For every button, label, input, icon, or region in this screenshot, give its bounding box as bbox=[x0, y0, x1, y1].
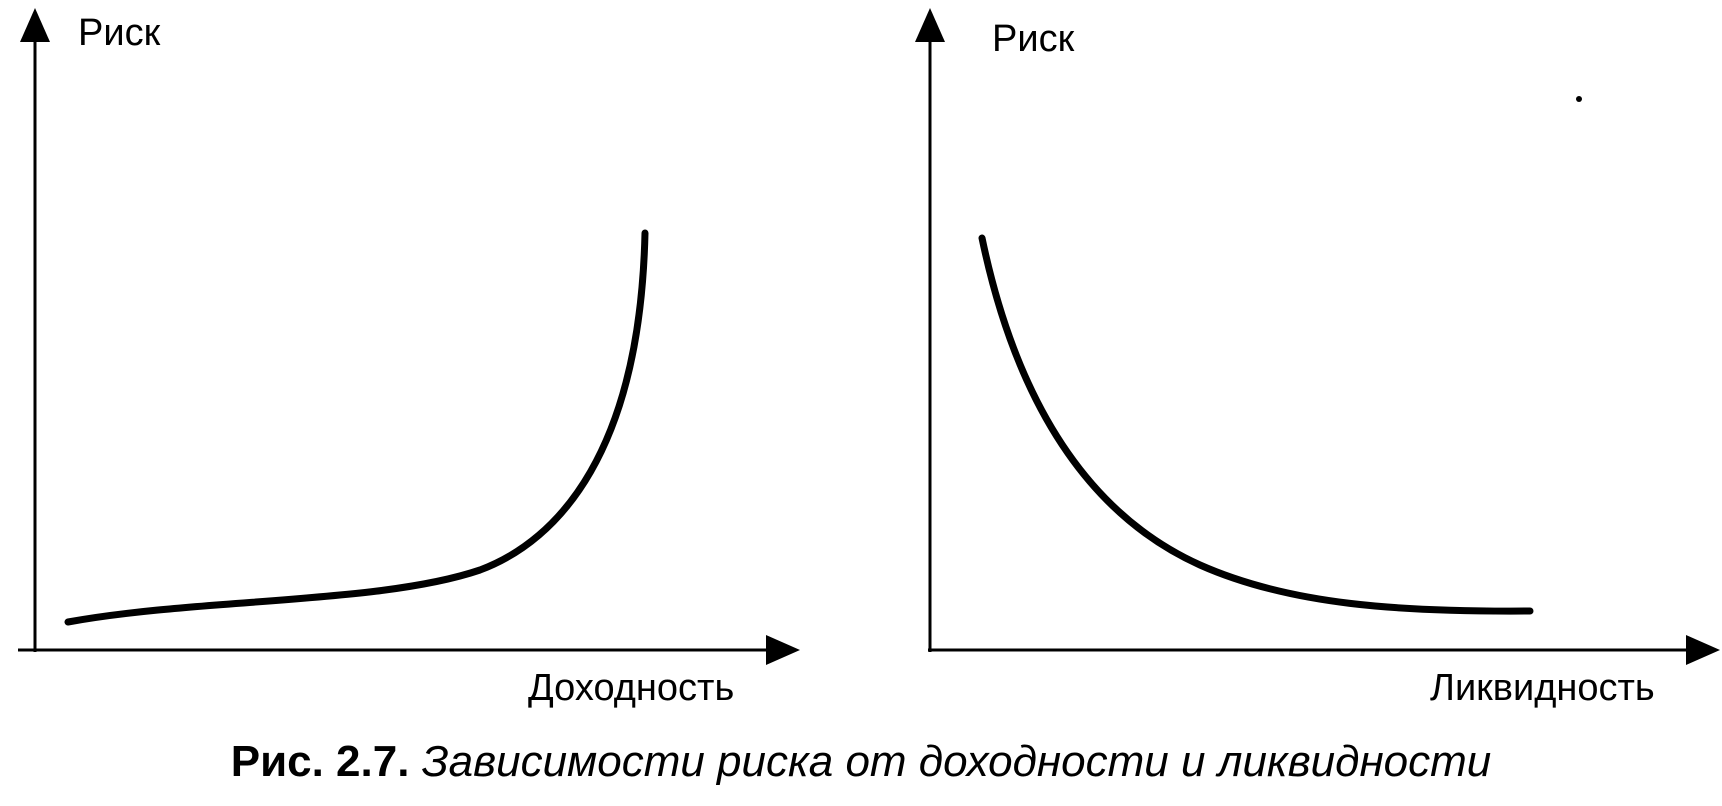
panel-left bbox=[18, 8, 800, 665]
left-x-axis-label: Доходность bbox=[528, 667, 735, 709]
left-y-axis-label: Риск bbox=[78, 12, 161, 54]
figure-number: Рис. 2.7. bbox=[230, 737, 410, 786]
panel-right bbox=[915, 8, 1720, 665]
right-y-axis-arrow bbox=[915, 8, 945, 42]
right-x-axis-label: Ликвидность bbox=[1430, 667, 1655, 709]
right-x-axis-arrow bbox=[1686, 635, 1720, 665]
right-risk-curve bbox=[978, 234, 1534, 615]
left-risk-curve bbox=[64, 229, 649, 626]
left-x-axis-arrow bbox=[766, 635, 800, 665]
left-y-axis-arrow bbox=[20, 8, 50, 42]
figure-caption: Рис. 2.7. Зависимости риска от доходност… bbox=[0, 740, 1722, 784]
right-y-axis-label: Риск bbox=[992, 18, 1075, 60]
figure-caption-text: Зависимости риска от доходности и ликвид… bbox=[421, 737, 1492, 786]
print-speck bbox=[1576, 96, 1582, 102]
